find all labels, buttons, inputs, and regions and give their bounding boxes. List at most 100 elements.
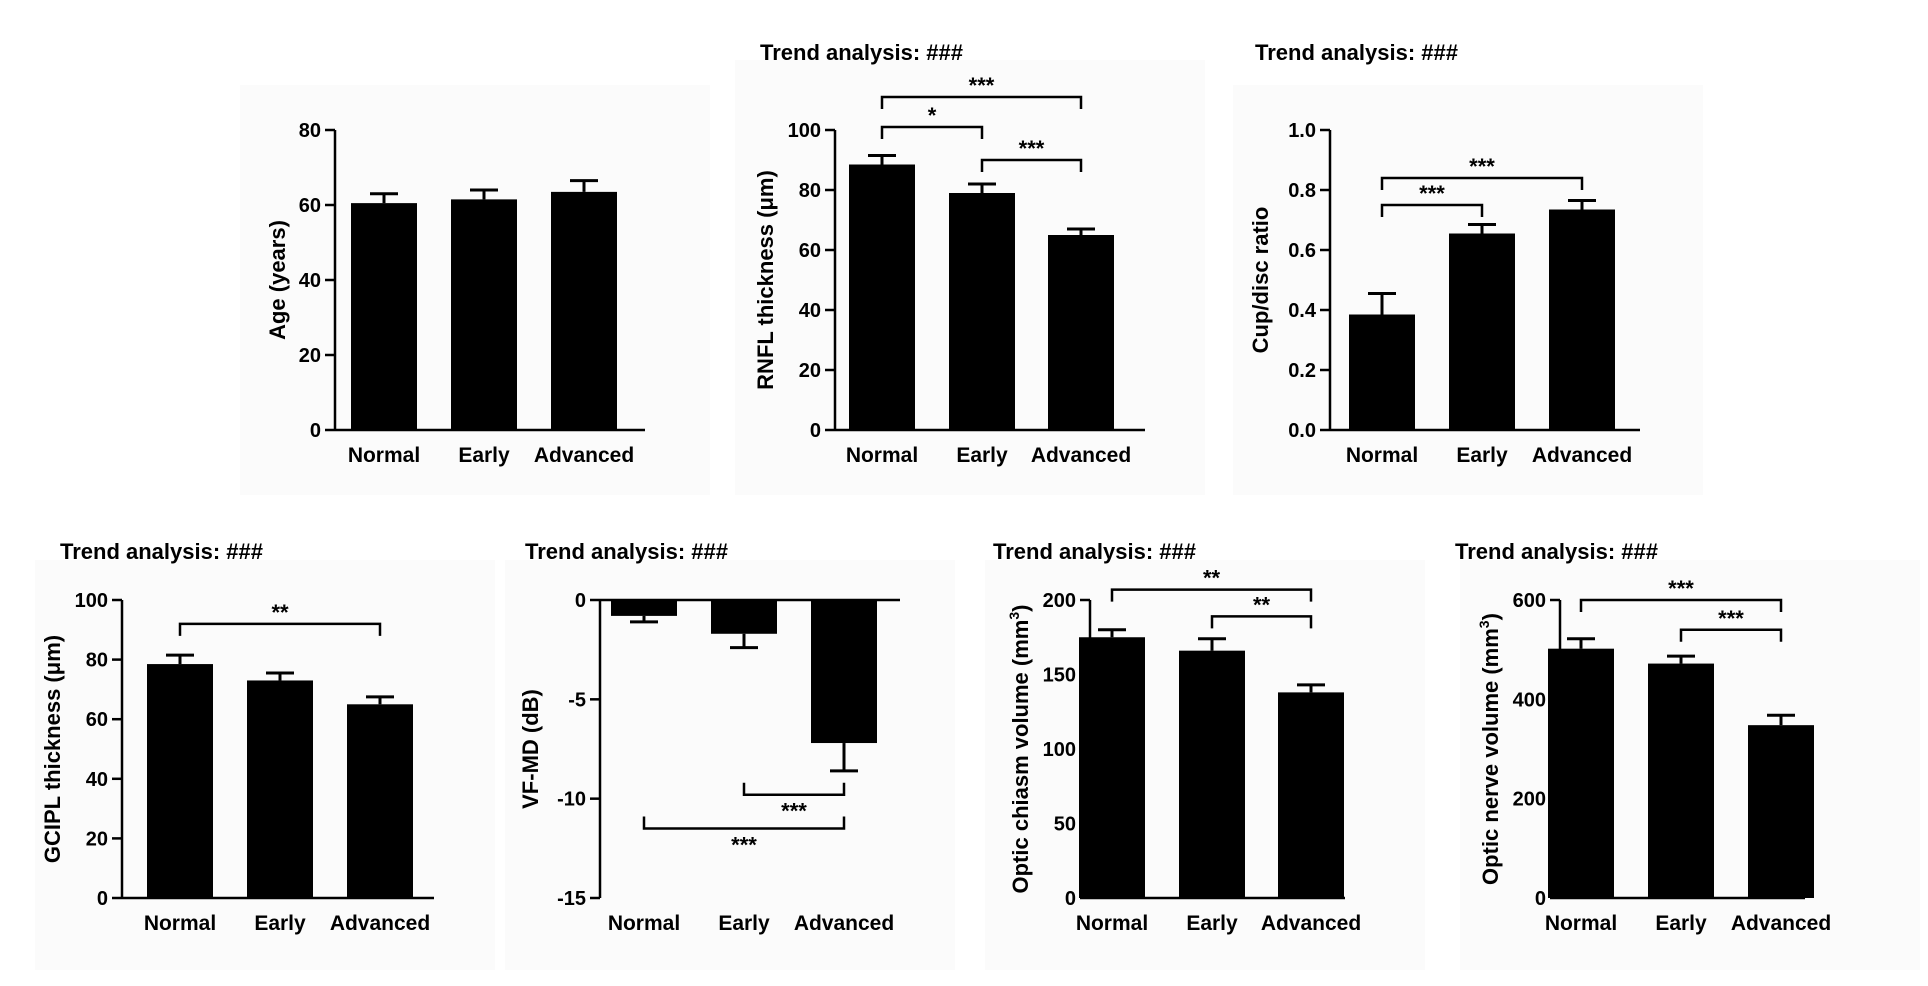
significance-label: *** [1469, 154, 1495, 179]
bar-early [1179, 650, 1245, 898]
significance-bracket [178, 622, 382, 636]
x-tick-label: Early [1655, 912, 1707, 935]
chart-panel-nerve: Trend analysis: ### 0 200 400 600 Optic nerve… [1455, 539, 1920, 970]
y-axis-label: Cup/disc ratio [1248, 207, 1273, 354]
significance-bracket [880, 95, 1083, 109]
significance-label: ** [1203, 566, 1221, 591]
significance-bracket [1110, 588, 1313, 602]
bar-normal [1349, 314, 1415, 430]
y-tick-label: -5 [568, 689, 586, 711]
bar-normal [849, 164, 915, 430]
x-tick-label: Early [458, 444, 510, 467]
bar-early [949, 193, 1015, 430]
y-tick-label: 20 [299, 345, 321, 367]
chart-panel-gcipl: Trend analysis: ### 0 20 40 60 80 100 GCIPL thi… [35, 539, 495, 970]
x-tick-label: Early [956, 444, 1008, 467]
x-tick-label: Normal [846, 444, 918, 467]
chart-panel-rnfl: Trend analysis: ### 0 20 40 60 80 100 RNFL thic… [735, 40, 1205, 495]
y-tick-label: 100 [75, 590, 108, 612]
bar-early [451, 199, 517, 430]
y-tick-label: 100 [788, 120, 821, 142]
significance-bracket [980, 158, 1083, 172]
chart-panel-age: 0 20 40 60 80 Age (years) Normal Early Advanced [240, 85, 710, 495]
significance-label: *** [731, 832, 757, 857]
y-axis-label-superscript: 3 [1476, 620, 1492, 628]
bar-advanced [1048, 235, 1114, 430]
significance-label: ** [1253, 592, 1271, 617]
x-tick-label: Advanced [1532, 444, 1632, 467]
y-tick-label: 0.2 [1288, 360, 1316, 382]
y-axis-label-main: Age (years) [265, 220, 290, 340]
y-tick-label: 60 [86, 709, 108, 731]
trend-analysis-label: Trend analysis: ### [993, 539, 1196, 564]
x-tick-label: Early [254, 912, 306, 935]
y-axis-label-main: Optic nerve volume (mm [1478, 628, 1503, 885]
x-tick-label: Advanced [1261, 912, 1361, 935]
y-tick-label: 150 [1043, 665, 1076, 687]
y-tick-label: 50 [1054, 814, 1076, 836]
y-axis-label: Age (years) [265, 220, 290, 340]
trend-analysis-label: Trend analysis: ### [1255, 40, 1458, 65]
chart-panel-cupdisc: Trend analysis: ### 0.0 0.2 0.4 0.6 0.8 1.0 Cup… [1233, 40, 1703, 495]
bar-normal [611, 600, 677, 616]
y-tick-label: 0 [575, 590, 586, 612]
x-tick-label: Advanced [534, 444, 634, 467]
y-axis-label-main: Cup/disc ratio [1248, 207, 1273, 354]
y-axis-label-close: ) [1008, 605, 1033, 612]
y-tick-label: 0 [310, 420, 321, 442]
y-tick-label: 80 [299, 120, 321, 142]
x-tick-label: Normal [1346, 444, 1418, 467]
significance-bracket [642, 816, 846, 830]
significance-bracket [1380, 176, 1584, 190]
y-axis-label-main: Optic chiasm volume (mm [1008, 620, 1033, 894]
y-tick-label: 20 [799, 360, 821, 382]
x-tick-label: Normal [1076, 912, 1148, 935]
y-axis-label: VF-MD (dB) [518, 689, 543, 809]
x-tick-label: Advanced [330, 912, 430, 935]
significance-label: *** [781, 799, 807, 824]
y-tick-label: 200 [1513, 789, 1546, 811]
bar-normal [147, 664, 213, 898]
y-tick-label: 1.0 [1288, 120, 1316, 142]
y-axis-label: RNFL thickness (μm) [753, 170, 778, 390]
y-tick-label: 40 [299, 270, 321, 292]
y-tick-label: -10 [557, 789, 586, 811]
x-tick-label: Normal [348, 444, 420, 467]
y-tick-label: 60 [799, 240, 821, 262]
bar-advanced [347, 704, 413, 898]
y-tick-label: 0 [810, 420, 821, 442]
bar-normal [1079, 637, 1145, 898]
bar-advanced [1549, 209, 1615, 430]
y-tick-label: 0 [97, 888, 108, 910]
significance-bracket [880, 125, 984, 139]
bar-normal [351, 203, 417, 430]
x-tick-label: Early [1186, 912, 1238, 935]
y-tick-label: 40 [799, 300, 821, 322]
y-tick-label: 0 [1065, 888, 1076, 910]
y-axis-label: GCIPL thickness (μm) [40, 635, 65, 863]
y-tick-label: 0.8 [1288, 180, 1316, 202]
significance-label: *** [1718, 606, 1744, 631]
trend-analysis-label: Trend analysis: ### [525, 539, 728, 564]
bar-advanced [1278, 692, 1344, 898]
x-tick-label: Normal [1545, 912, 1617, 935]
bar-early [247, 680, 313, 898]
y-axis-label-superscript: 3 [1006, 612, 1022, 620]
y-axis-label: Optic chiasm volume (mm3) [1006, 605, 1033, 894]
x-tick-label: Advanced [1031, 444, 1131, 467]
significance-bracket [1679, 628, 1783, 642]
y-tick-label: 100 [1043, 739, 1076, 761]
significance-bracket [1380, 203, 1484, 217]
x-tick-label: Advanced [1731, 912, 1831, 935]
y-tick-label: 0 [1535, 888, 1546, 910]
y-tick-label: 80 [799, 180, 821, 202]
significance-label: ** [271, 600, 289, 625]
bar-advanced [811, 600, 877, 744]
x-tick-label: Early [1456, 444, 1508, 467]
y-tick-label: 0.4 [1288, 300, 1317, 322]
trend-analysis-label: Trend analysis: ### [760, 40, 963, 65]
y-tick-label: 60 [299, 195, 321, 217]
significance-label: *** [969, 73, 995, 98]
significance-label: * [928, 103, 937, 128]
